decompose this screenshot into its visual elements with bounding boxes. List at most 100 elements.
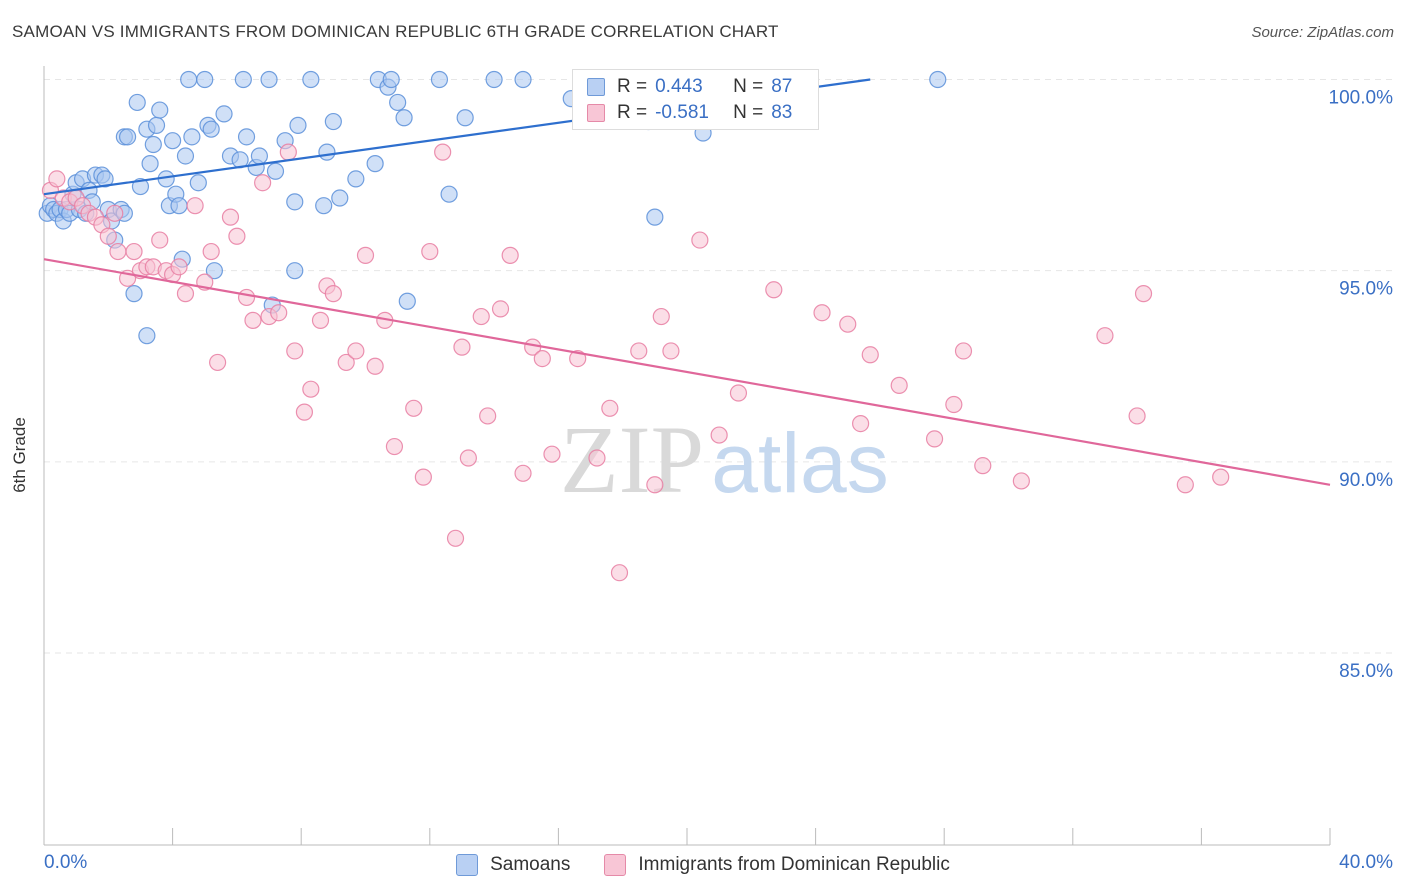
dominican-point: [302, 380, 320, 398]
dominican-point: [237, 288, 256, 307]
dominican-point: [311, 311, 330, 329]
samoan-point: [176, 147, 195, 165]
dominican-legend-label: Immigrants from Dominican Republic: [638, 854, 950, 875]
samoan-point: [315, 197, 333, 215]
samoan-point: [430, 70, 449, 89]
dominican-point: [852, 415, 870, 433]
r-label: R =: [617, 76, 648, 97]
dominican-point: [710, 426, 728, 444]
dominican-swatch: [587, 104, 605, 122]
dominican-point: [434, 143, 452, 161]
dominican-point: [405, 399, 423, 417]
samoan-point: [324, 112, 342, 131]
samoan-point: [485, 70, 503, 89]
dominican-point: [479, 407, 497, 425]
samoan-point: [382, 70, 400, 89]
dominican-point: [421, 242, 439, 261]
dominican-point: [954, 342, 973, 360]
samoan-point: [125, 285, 143, 303]
dominican-point: [1128, 407, 1146, 425]
dominican-point: [1012, 472, 1030, 490]
samoan-point: [286, 193, 304, 211]
samoan-point: [398, 292, 416, 310]
dominican-point: [501, 246, 519, 264]
samoan-point: [151, 101, 169, 119]
dominican-point: [176, 285, 195, 303]
dominican-point: [459, 449, 477, 467]
samoan-point: [646, 208, 664, 226]
samoan-point: [456, 109, 474, 127]
samoan-point: [180, 70, 198, 89]
samoan-point: [183, 128, 201, 146]
dominican-point: [295, 403, 314, 421]
samoan-point: [141, 155, 159, 173]
dominican-point: [839, 315, 857, 333]
dominican-point: [99, 227, 117, 245]
dominican-point: [202, 242, 220, 261]
samoan-point: [147, 116, 166, 134]
dominican-point: [813, 304, 831, 322]
dominican-trend-line: [43, 258, 1331, 486]
samoan-point: [250, 147, 269, 165]
dominican-point: [861, 346, 879, 364]
r-value-dominican: -0.581: [655, 102, 709, 123]
dominican-point: [1096, 327, 1114, 345]
samoan-point: [170, 197, 188, 215]
n-value-samoans: 87: [771, 76, 793, 97]
samoans-legend-label: Samoans: [490, 854, 571, 875]
dominican-point: [356, 246, 375, 264]
n-value-dominican: 83: [771, 102, 793, 123]
samoan-point: [260, 70, 278, 89]
legend-row-samoans: R = 0.443 N = 87: [587, 75, 792, 99]
x-tick-max: 40.0%: [1339, 852, 1393, 873]
dominican-point: [151, 231, 169, 249]
samoan-point: [138, 327, 156, 345]
samoan-point: [331, 189, 349, 207]
dominican-point: [109, 242, 127, 261]
dominican-point: [324, 285, 342, 303]
dominican-point: [244, 311, 262, 329]
dominican-legend-swatch: [604, 854, 627, 876]
samoan-point: [118, 128, 137, 146]
legend-item-samoans[interactable]: Samoans: [456, 854, 570, 876]
dominican-point: [533, 350, 551, 368]
dominican-point: [588, 449, 606, 467]
dominican-point: [662, 342, 680, 360]
y-tick-label: 95.0%: [1339, 279, 1393, 300]
samoan-point: [366, 155, 384, 173]
dominican-point: [472, 307, 490, 326]
dominican-point: [514, 464, 532, 482]
samoans-swatch: [587, 78, 605, 96]
dominican-point: [652, 307, 670, 326]
dominican-point: [270, 304, 288, 322]
dominican-point: [765, 281, 783, 299]
x-tick-min: 0.0%: [44, 852, 88, 873]
samoan-point: [286, 262, 304, 280]
series-legend: Samoans Immigrants from Dominican Republ…: [0, 852, 1406, 878]
dominican-point: [543, 445, 561, 463]
samoan-point: [302, 70, 320, 89]
legend-item-dominican[interactable]: Immigrants from Dominican Republic: [604, 854, 950, 876]
dominican-point: [254, 174, 272, 192]
samoan-point: [234, 70, 252, 89]
n-label: N =: [733, 102, 764, 123]
dominican-point: [491, 300, 510, 318]
r-label: R =: [617, 102, 648, 123]
dominican-point: [890, 376, 908, 394]
dominican-point: [1134, 285, 1153, 303]
dominican-point: [414, 468, 432, 486]
dominican-point: [385, 437, 404, 456]
dominican-point: [646, 476, 664, 494]
samoans-legend-swatch: [456, 854, 479, 876]
y-axis-label: 6th Grade: [10, 417, 29, 493]
dominican-point: [925, 430, 944, 448]
dominican-point: [366, 357, 384, 375]
samoan-point: [205, 262, 223, 280]
legend-row-dominican: R = -0.581 N = 83: [587, 101, 792, 125]
dominican-point: [228, 227, 246, 245]
samoan-point: [440, 185, 458, 203]
dominican-point: [453, 338, 471, 356]
y-tick-labels: 85.0% 90.0% 95.0% 100.0%: [1329, 88, 1394, 683]
dominican-point: [630, 342, 648, 360]
